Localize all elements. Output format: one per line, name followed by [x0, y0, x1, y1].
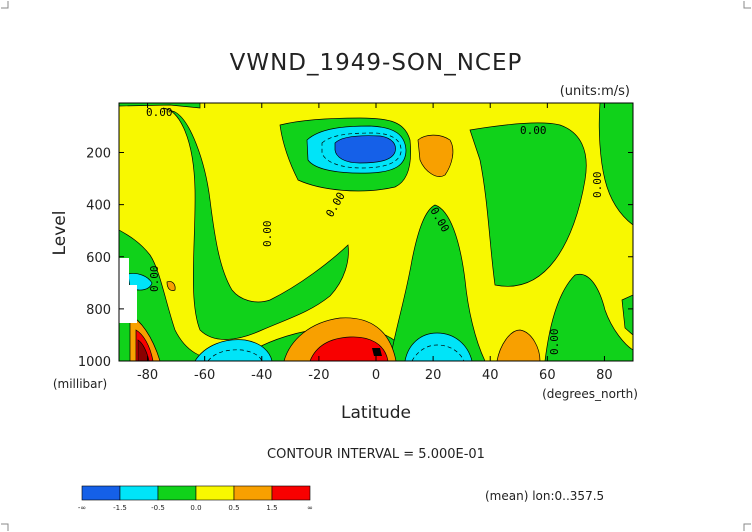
zero-label: 0.00: [591, 172, 604, 199]
x-axis-label: Latitude: [341, 403, 411, 423]
zero-label: 0.00: [146, 106, 173, 119]
x-tick-label: -80: [137, 368, 158, 383]
colorbar-swatch: [195, 485, 235, 501]
y-tick-label: 400: [86, 199, 111, 214]
x-tick-label: -20: [308, 368, 329, 383]
colorbar-label: 0.0: [190, 504, 201, 512]
plot-area: 0.00 0.00 0.00 0.00 0.00 0.00 0.00 0.00: [118, 102, 634, 362]
zero-label: 0.00: [148, 266, 161, 293]
chart-title: VWND_1949-SON_NCEP: [230, 50, 523, 76]
colorbar: -∞ -1.5 -0.5 0.0 0.5 1.5 ∞: [78, 485, 313, 512]
colorbar-label: -1.5: [113, 504, 127, 512]
missing-data-2: [129, 285, 137, 323]
colorbar-label: 0.5: [228, 504, 239, 512]
missing-data: [119, 258, 129, 323]
y-axis-label: Level: [50, 211, 70, 256]
core-detail: [372, 348, 382, 356]
x-tick-label: 0: [372, 368, 380, 383]
x-tick-label: 80: [596, 368, 613, 383]
x-axis: -80 -60 -40 -20 0 20 40 60 80: [137, 103, 613, 383]
x-tick-label: 40: [482, 368, 499, 383]
colorbar-label: -0.5: [151, 504, 165, 512]
colorbar-label: -∞: [78, 504, 86, 512]
y-tick-label: 600: [86, 251, 111, 266]
colorbar-label: ∞: [307, 504, 313, 512]
contour-interval: CONTOUR INTERVAL = 5.000E-01: [267, 447, 485, 462]
zero-label: 0.00: [548, 329, 561, 356]
footer-note: (mean) lon:0..357.5: [485, 489, 604, 503]
y-tick-label: 200: [86, 147, 111, 162]
zero-label: 0.00: [261, 221, 274, 248]
y-axis: 200 400 600 800 1000: [78, 147, 633, 370]
x-tick-label: -60: [194, 368, 215, 383]
y-tick-label: 800: [86, 303, 111, 318]
y-units-label: (millibar): [53, 377, 107, 391]
x-tick-label: -40: [251, 368, 272, 383]
x-tick-label: 60: [539, 368, 556, 383]
field-blue: [334, 135, 396, 164]
field-red: [135, 329, 389, 361]
colorbar-swatch: [157, 485, 197, 501]
colorbar-label: 1.5: [266, 504, 277, 512]
field-darkred: [137, 339, 150, 361]
colorbar-swatch: [271, 485, 311, 501]
units-label: (units:m/s): [560, 84, 630, 99]
x-tick-label: 20: [425, 368, 442, 383]
negative-contours: [207, 132, 465, 361]
y-tick-label: 1000: [78, 355, 111, 370]
x-units-label: (degrees_north): [542, 387, 638, 401]
colorbar-swatch: [119, 485, 159, 501]
colorbar-swatch: [81, 485, 121, 501]
zero-label: 0.00: [520, 124, 547, 137]
colorbar-swatch: [233, 485, 273, 501]
